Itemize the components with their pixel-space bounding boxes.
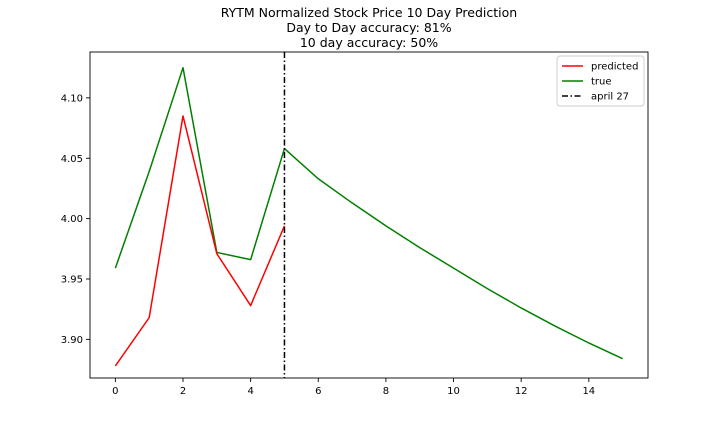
x-tick-label: 2: [180, 386, 186, 397]
y-tick-label: 3.90: [61, 335, 83, 346]
series-line-true: [114, 66, 623, 360]
axes: 0 2 4 6 8 10 12 14 3.90 3.95 4.00 4.05 4.10: [61, 51, 649, 397]
x-tick-label: 4: [247, 386, 253, 397]
axes-frame: [89, 51, 649, 379]
title-line-2: Day to Day accuracy: 81%: [286, 20, 451, 35]
title-line-1: RYTM Normalized Stock Price 10 Day Predi…: [221, 5, 517, 20]
plot-lines: [114, 52, 623, 378]
legend-label-predicted: predicted: [591, 62, 638, 73]
y-tick-label: 4.05: [61, 154, 83, 165]
y-tick-label: 3.95: [61, 274, 83, 285]
series-line-predicted: [114, 115, 286, 367]
legend-box: [556, 55, 645, 107]
legend-label-true: true: [591, 77, 612, 88]
chart-title: RYTM Normalized Stock Price 10 Day Predi…: [221, 5, 517, 50]
y-tick-label: 4.10: [61, 93, 83, 104]
x-tick-label: 10: [447, 386, 460, 397]
y-tick-label: 4.00: [61, 214, 83, 225]
x-tick-label: 12: [515, 386, 528, 397]
x-tick-label: 14: [582, 386, 595, 397]
legend: predicted true april 27: [556, 55, 645, 107]
x-tick-label: 6: [315, 386, 321, 397]
x-tick-label: 0: [112, 386, 118, 397]
legend-label-april-27: april 27: [591, 92, 629, 103]
title-line-3: 10 day accuracy: 50%: [300, 35, 438, 50]
x-tick-label: 8: [383, 386, 389, 397]
